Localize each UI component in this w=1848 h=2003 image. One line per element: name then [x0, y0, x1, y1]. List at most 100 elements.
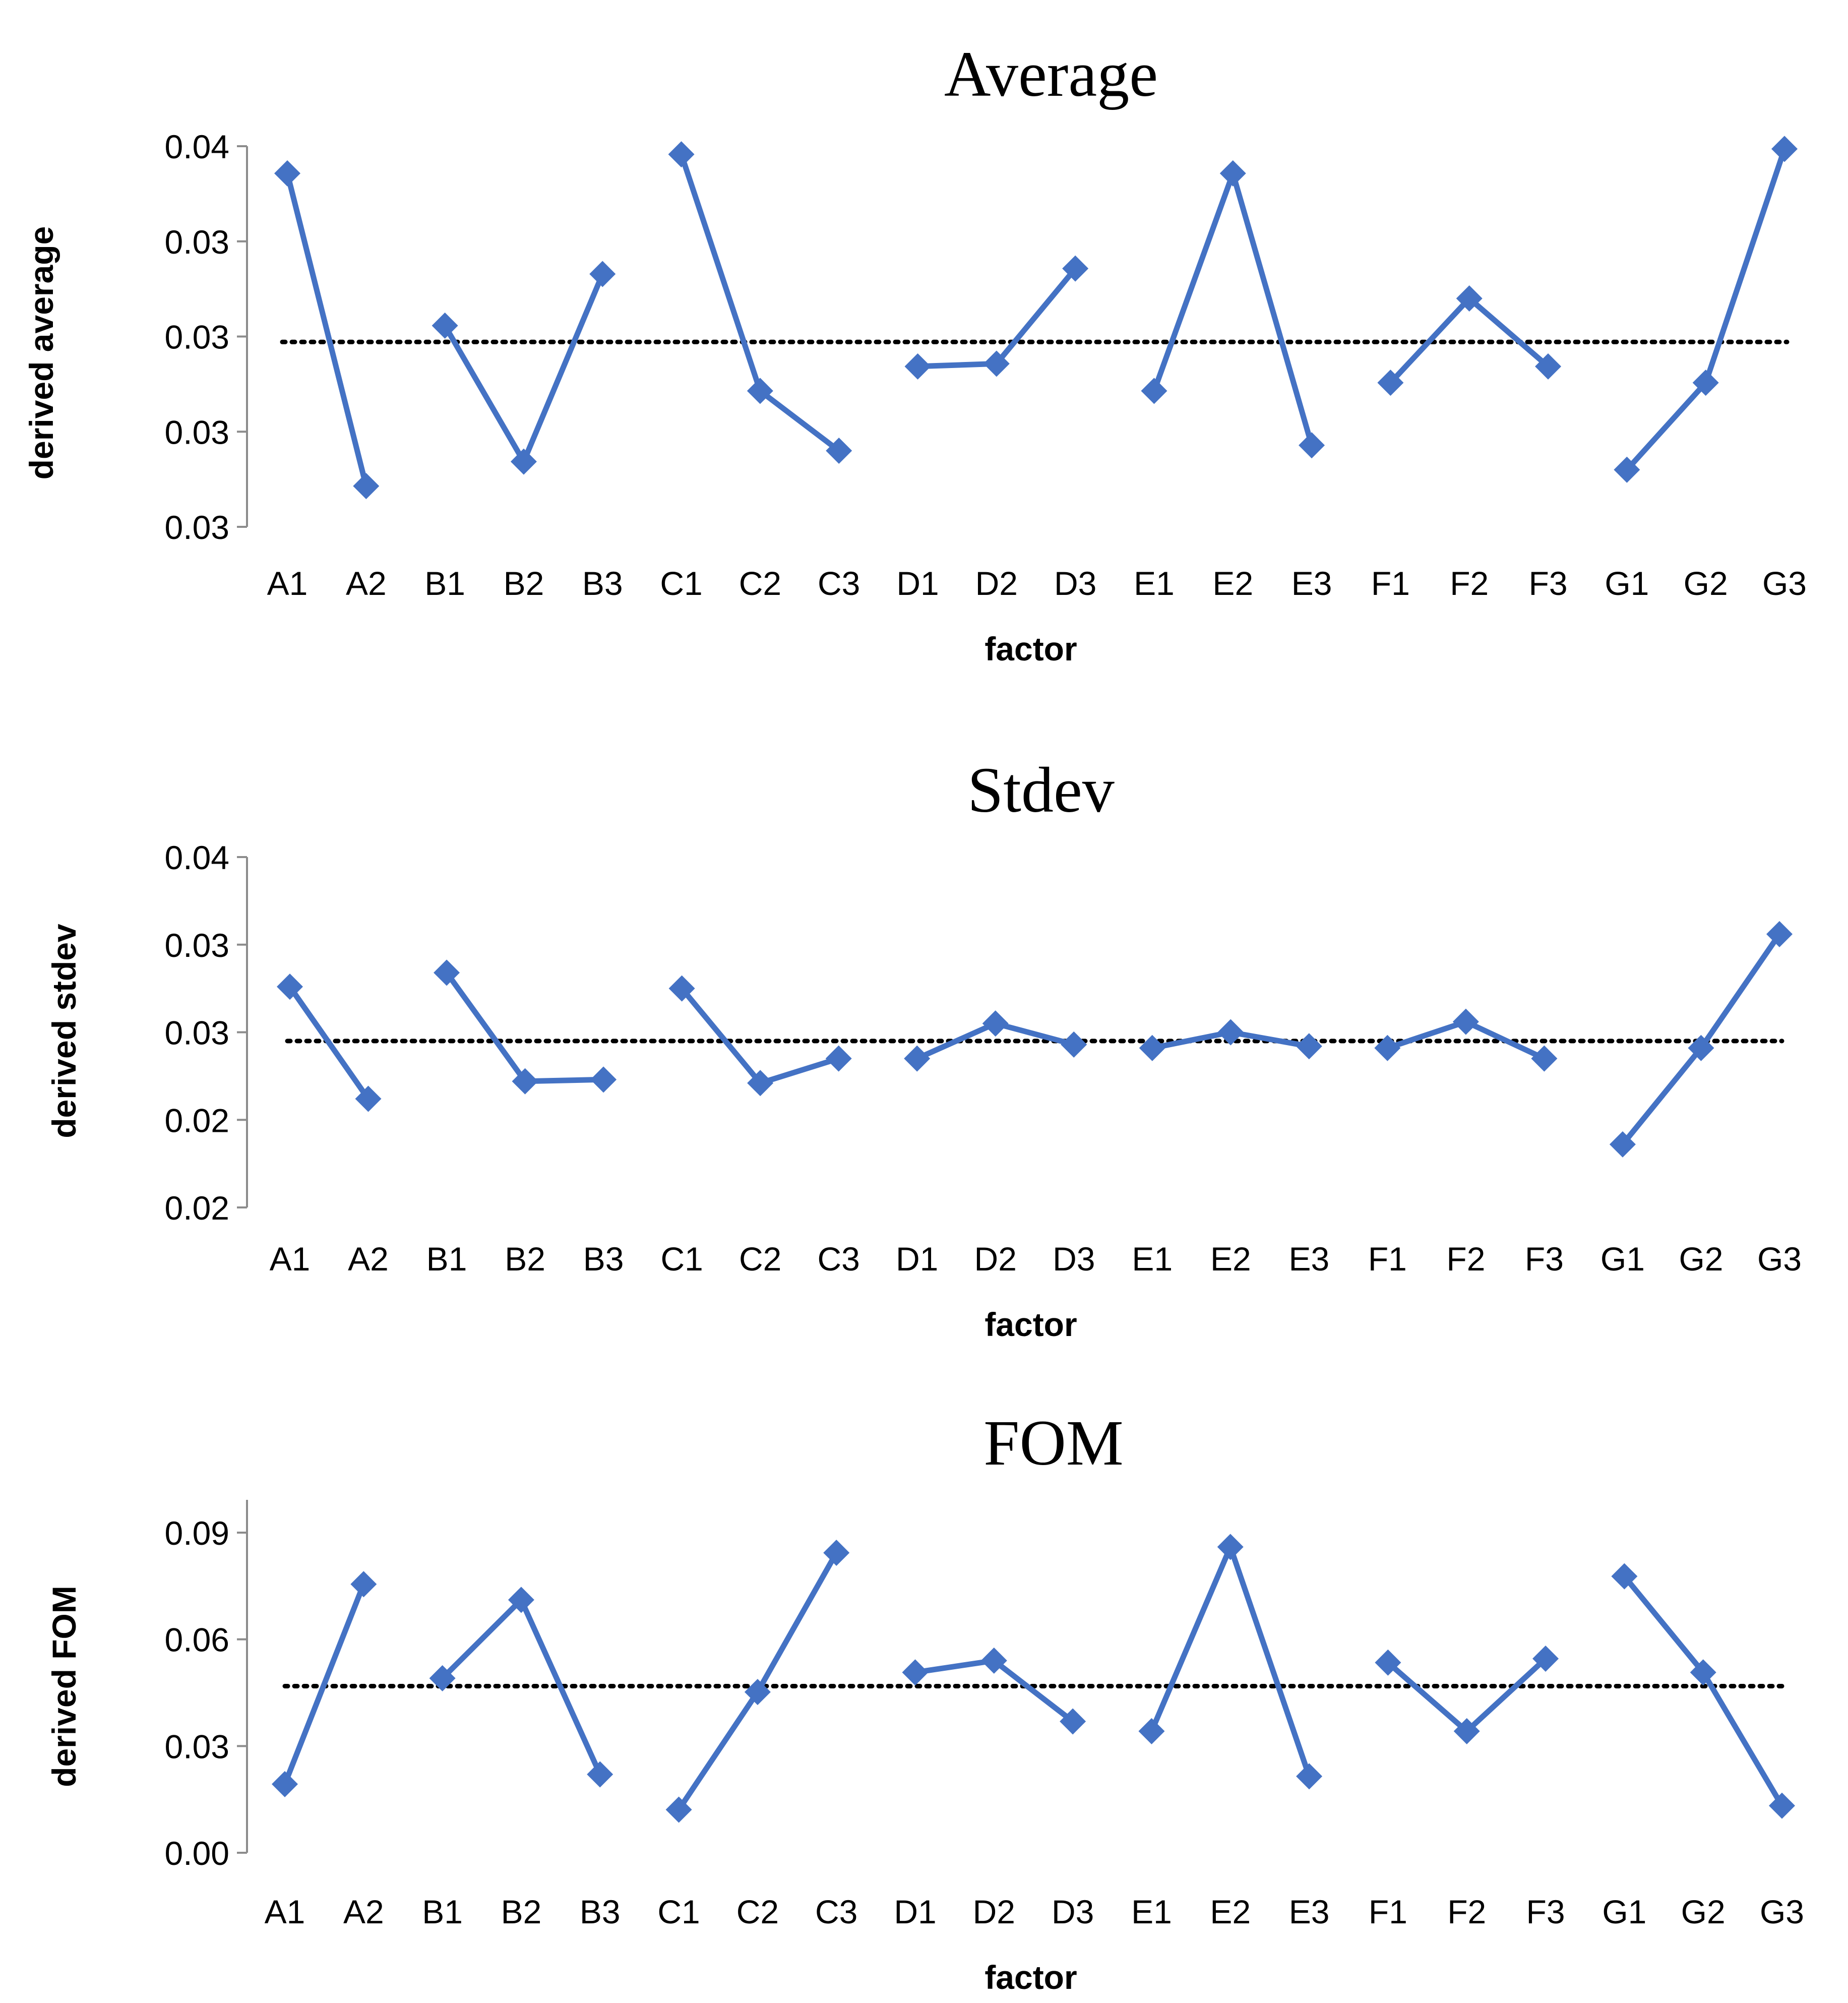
x-tick-label: E1	[1131, 1893, 1172, 1930]
y-tick-label: 0.09	[165, 1514, 229, 1552]
average-chart: Average 0.03 0.03 0.03 0.03 0.04 derived avera…	[23, 38, 1807, 667]
data-point-f1	[1375, 1649, 1401, 1676]
x-tick-label: F3	[1525, 1240, 1564, 1278]
x-tick-label: F1	[1369, 1893, 1407, 1930]
x-tick-label: G2	[1679, 1240, 1723, 1278]
data-point-b1	[432, 312, 458, 339]
y-tick-label: 0.02	[165, 1102, 229, 1139]
chart-title: Average	[944, 38, 1158, 110]
y-tick-label: 0.03	[165, 223, 229, 261]
x-tick-label: D2	[975, 565, 1018, 602]
x-tick-label: B1	[424, 565, 465, 602]
data-point-g1	[1614, 456, 1640, 483]
series-line-segment	[444, 969, 606, 1084]
data-point-e1	[1141, 378, 1167, 404]
data-point-c3	[826, 438, 852, 464]
x-tick-label: B3	[582, 565, 623, 602]
y-tick-label: 0.06	[165, 1621, 229, 1659]
data-point-b2	[512, 1068, 538, 1095]
x-tick-label: B2	[505, 1240, 545, 1278]
data-point-f2	[1453, 1718, 1480, 1744]
x-tick-label: B1	[422, 1893, 463, 1930]
x-tick-label: E2	[1212, 565, 1253, 602]
x-tick-label: G3	[1757, 1240, 1802, 1278]
x-tick-label: C3	[817, 1240, 859, 1278]
data-point-e2	[1217, 1534, 1244, 1560]
data-point-g2	[1688, 1035, 1714, 1061]
x-tick-label: F1	[1368, 1240, 1407, 1278]
x-tick-label: A2	[346, 565, 387, 602]
x-tick-label: A2	[348, 1240, 389, 1278]
x-tick-label: F2	[1446, 1240, 1485, 1278]
x-tick-label: E3	[1288, 1240, 1329, 1278]
data-point-d3	[1062, 255, 1089, 282]
data-point-c1	[668, 975, 695, 1002]
series-line-segment	[679, 151, 842, 454]
data-point-b3	[589, 261, 616, 287]
x-tick-label: B2	[501, 1893, 542, 1930]
data-point-b3	[590, 1066, 617, 1093]
data-point-c2	[744, 1679, 771, 1706]
y-tick-label: 0.03	[165, 1728, 229, 1765]
x-tick-label: F2	[1450, 565, 1489, 602]
y-tick-label: 0.03	[165, 1014, 229, 1052]
x-tick-label: F3	[1529, 565, 1568, 602]
x-tick-label: D2	[974, 1240, 1017, 1278]
data-point-e1	[1138, 1718, 1165, 1744]
data-point-d1	[902, 1659, 929, 1686]
data-point-e2	[1217, 1019, 1244, 1046]
chart-title: FOM	[983, 1407, 1123, 1479]
x-tick-label: G3	[1762, 565, 1807, 602]
x-tick-label: E2	[1210, 1893, 1251, 1930]
data-point-f1	[1374, 1035, 1401, 1061]
data-point-b1	[434, 959, 460, 986]
data-point-b1	[429, 1665, 456, 1691]
x-tick-label: E2	[1210, 1240, 1251, 1278]
data-point-c1	[665, 1796, 692, 1823]
data-point-d2	[980, 1647, 1007, 1674]
data-point-c1	[668, 141, 695, 168]
x-tick-label: G1	[1602, 1893, 1646, 1930]
data-point-c3	[825, 1045, 852, 1072]
data-point-f1	[1377, 370, 1404, 396]
data-point-g1	[1611, 1563, 1638, 1590]
data-point-a2	[353, 473, 380, 500]
data-point-a1	[272, 1771, 298, 1797]
data-point-d2	[983, 350, 1010, 377]
data-point-g2	[1690, 1659, 1716, 1686]
x-tick-label: G1	[1605, 565, 1649, 602]
series-line-segment	[679, 986, 842, 1086]
data-point-f2	[1456, 285, 1483, 312]
series-line-segment	[1149, 1544, 1312, 1779]
x-tick-label: E1	[1134, 565, 1175, 602]
series-line-segment	[287, 984, 371, 1102]
x-tick-label: F3	[1526, 1893, 1565, 1930]
x-tick-label: A2	[343, 1893, 384, 1930]
x-tick-label: G2	[1684, 565, 1728, 602]
y-axis-title: derived stdev	[45, 924, 83, 1138]
x-tick-label: D3	[1053, 1240, 1095, 1278]
x-tick-label: B2	[504, 565, 544, 602]
y-tick-label: 0.00	[165, 1835, 229, 1872]
y-tick-label: 0.03	[165, 927, 229, 964]
data-point-g3	[1771, 136, 1798, 162]
x-tick-label: C2	[736, 1893, 779, 1930]
x-tick-label: F2	[1447, 1893, 1486, 1930]
data-point-a2	[355, 1085, 382, 1112]
x-tick-label: G3	[1760, 1893, 1804, 1930]
x-tick-label: B1	[426, 1240, 467, 1278]
x-axis-title: factor	[984, 630, 1077, 667]
y-tick-label: 0.03	[165, 319, 229, 356]
x-tick-label: D2	[973, 1893, 1015, 1930]
x-tick-label: D1	[896, 1240, 938, 1278]
data-point-f2	[1452, 1008, 1479, 1035]
x-tick-label: B3	[580, 1893, 621, 1930]
data-point-e3	[1296, 1033, 1322, 1060]
data-point-e3	[1296, 1763, 1323, 1790]
x-tick-label: C2	[739, 565, 781, 602]
x-tick-label: F1	[1371, 565, 1410, 602]
data-point-g3	[1766, 921, 1793, 947]
x-tick-label: E1	[1132, 1240, 1173, 1278]
y-tick-label: 0.04	[165, 839, 229, 876]
data-point-e2	[1219, 160, 1246, 187]
